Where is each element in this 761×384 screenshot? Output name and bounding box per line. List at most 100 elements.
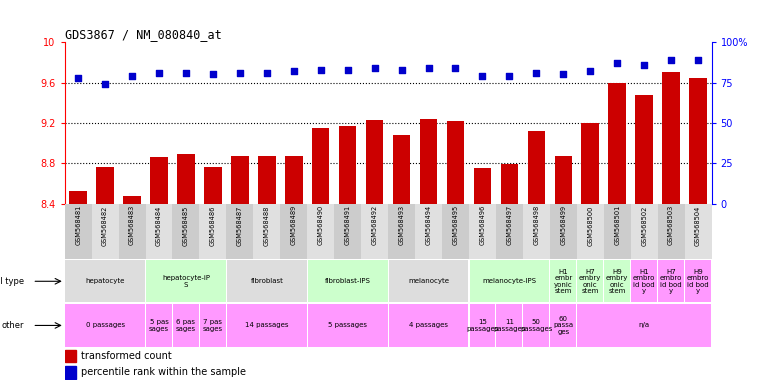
Text: cell type: cell type — [0, 277, 24, 286]
Bar — [97, 167, 114, 204]
Point — [638, 62, 650, 68]
Text: H1
embr
yonic
stem: H1 embr yonic stem — [554, 268, 573, 294]
Point — [288, 68, 300, 74]
Bar — [285, 156, 303, 204]
Bar — [145, 204, 173, 259]
Point — [476, 73, 489, 79]
Bar — [631, 204, 658, 259]
Bar — [307, 260, 387, 303]
Bar — [578, 260, 603, 303]
Bar — [253, 204, 280, 259]
Point — [692, 57, 704, 63]
Point — [314, 66, 326, 73]
Text: 0 passages: 0 passages — [85, 323, 125, 328]
Bar — [146, 260, 226, 303]
Point — [72, 74, 84, 81]
Bar — [339, 126, 356, 204]
Text: fibroblast: fibroblast — [250, 278, 283, 284]
Text: other: other — [2, 321, 24, 330]
Text: GSM568496: GSM568496 — [479, 205, 486, 245]
Bar — [527, 131, 545, 204]
Point — [342, 66, 354, 73]
Text: melanocyte: melanocyte — [408, 278, 449, 284]
Bar — [658, 260, 684, 303]
Bar — [496, 204, 523, 259]
Bar — [389, 260, 469, 303]
Text: 11
passages: 11 passages — [493, 319, 526, 332]
Bar — [65, 366, 76, 379]
Bar — [173, 204, 199, 259]
Text: GSM568492: GSM568492 — [371, 205, 377, 245]
Bar — [550, 304, 576, 347]
Bar — [470, 304, 495, 347]
Text: GSM568486: GSM568486 — [210, 205, 216, 245]
Point — [503, 73, 515, 79]
Bar — [470, 260, 549, 303]
Bar — [200, 304, 226, 347]
Text: GSM568481: GSM568481 — [75, 205, 81, 245]
Bar — [604, 260, 630, 303]
Text: 15
passages: 15 passages — [466, 319, 498, 332]
Bar — [523, 204, 550, 259]
Point — [99, 81, 111, 87]
Bar — [473, 168, 491, 204]
Bar — [388, 204, 415, 259]
Text: hepatocyte: hepatocyte — [85, 278, 125, 284]
Text: GSM568485: GSM568485 — [183, 205, 189, 245]
Text: H7
embro
id bod
y: H7 embro id bod y — [660, 268, 683, 294]
Text: GSM568502: GSM568502 — [642, 205, 647, 245]
Bar — [658, 204, 685, 259]
Point — [611, 60, 623, 66]
Text: GSM568503: GSM568503 — [668, 205, 674, 245]
Text: GSM568494: GSM568494 — [425, 205, 431, 245]
Bar — [312, 128, 330, 204]
Bar — [307, 304, 387, 347]
Bar — [577, 204, 603, 259]
Text: GSM568504: GSM568504 — [695, 205, 701, 245]
Bar — [65, 260, 145, 303]
Bar — [361, 204, 388, 259]
Point — [665, 57, 677, 63]
Point — [422, 65, 435, 71]
Bar — [173, 304, 199, 347]
Bar — [447, 121, 464, 204]
Text: transformed count: transformed count — [81, 351, 172, 361]
Text: H7
embry
onic
stem: H7 embry onic stem — [579, 268, 601, 294]
Bar — [393, 135, 410, 204]
Bar — [204, 167, 221, 204]
Point — [396, 66, 408, 73]
Bar — [501, 164, 518, 204]
Text: GSM568484: GSM568484 — [156, 205, 162, 245]
Text: GSM568487: GSM568487 — [237, 205, 243, 245]
Point — [450, 65, 462, 71]
Text: fibroblast-IPS: fibroblast-IPS — [325, 278, 371, 284]
Point — [530, 70, 543, 76]
Text: H9
embro
id bod
y: H9 embro id bod y — [687, 268, 709, 294]
Point — [153, 70, 165, 76]
Point — [126, 73, 139, 79]
Text: GSM568497: GSM568497 — [506, 205, 512, 245]
Text: GSM568498: GSM568498 — [533, 205, 540, 245]
Bar — [227, 204, 253, 259]
Bar — [258, 156, 275, 204]
Bar — [199, 204, 227, 259]
Bar — [150, 157, 167, 204]
Point — [261, 70, 273, 76]
Point — [368, 65, 380, 71]
Text: GSM568500: GSM568500 — [587, 205, 594, 245]
Text: melanocyte-IPS: melanocyte-IPS — [482, 278, 537, 284]
Bar — [550, 204, 577, 259]
Text: GDS3867 / NM_080840_at: GDS3867 / NM_080840_at — [65, 28, 221, 41]
Text: GSM568490: GSM568490 — [318, 205, 323, 245]
Bar — [366, 120, 384, 204]
Bar — [685, 204, 712, 259]
Bar — [123, 197, 141, 204]
Text: GSM568501: GSM568501 — [614, 205, 620, 245]
Bar — [307, 204, 334, 259]
Text: 60
passa
ges: 60 passa ges — [553, 316, 573, 335]
Text: GSM568482: GSM568482 — [102, 205, 108, 245]
Bar — [65, 350, 76, 362]
Bar — [227, 260, 307, 303]
Bar — [609, 83, 626, 204]
Bar — [689, 78, 707, 204]
